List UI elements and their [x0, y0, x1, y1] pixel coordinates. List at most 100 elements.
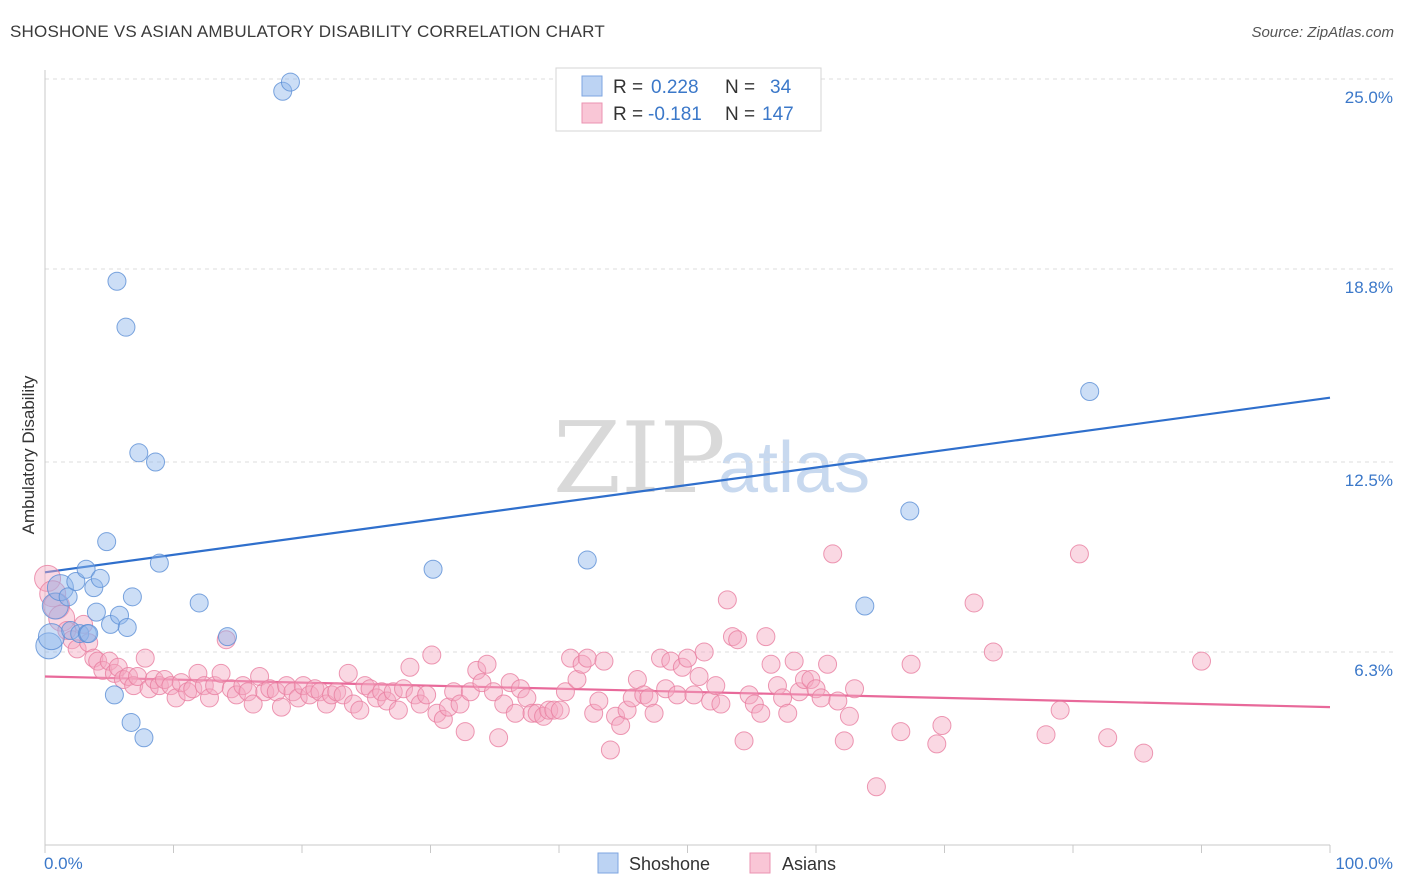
asians-point-22 [149, 676, 169, 696]
y-tick-label-1: 12.5% [1345, 471, 1393, 490]
asians-point-150 [927, 734, 947, 754]
shoshone-point-30 [280, 72, 300, 92]
asians-point-64 [383, 682, 403, 702]
watermark-zip: ZIP [553, 402, 726, 516]
asians-point-133 [767, 676, 787, 696]
asians-point-91 [534, 706, 554, 726]
asians-point-59 [355, 676, 375, 696]
shoshone-point-32 [577, 550, 597, 570]
asians-point-65 [388, 700, 408, 720]
asians-point-73 [433, 709, 453, 729]
asians-point-60 [360, 679, 380, 699]
asians-point-97 [567, 670, 587, 690]
asians-point-15 [113, 670, 133, 690]
shoshone-point-19 [116, 317, 136, 337]
asians-point-36 [226, 685, 246, 705]
asians-point-31 [199, 688, 219, 708]
trend-line-asians [44, 675, 1331, 709]
asians-point-35 [221, 679, 241, 699]
legend-r-value-1: 0.228 [651, 77, 699, 98]
asians-point-29 [188, 663, 208, 683]
data-points [34, 72, 1211, 797]
shoshone-point-35 [1080, 382, 1100, 402]
asians-point-49 [300, 685, 320, 705]
asians-point-26 [171, 673, 191, 693]
shoshone-point-6 [66, 571, 86, 591]
asians-point-158 [1192, 651, 1211, 671]
shoshone-point-11 [84, 578, 104, 598]
asians-point-147 [845, 679, 865, 699]
correlation-legend: R = 0.228 N = 34 R = -0.181 N = 147 [555, 67, 822, 132]
trend-line-shoshone [44, 396, 1331, 574]
asians-point-134 [773, 688, 793, 708]
asians-point-153 [1036, 725, 1056, 745]
asians-point-56 [338, 663, 358, 683]
asians-point-129 [744, 694, 764, 714]
legend-n-value-2: 147 [762, 104, 794, 125]
shoshone-point-13 [90, 568, 110, 588]
asians-point-144 [828, 691, 848, 711]
asians-point-41 [255, 682, 275, 702]
shoshone-point-20 [117, 617, 137, 637]
asians-point-145 [834, 731, 854, 751]
asians-point-92 [539, 700, 559, 720]
asians-point-40 [250, 666, 270, 686]
asians-point-62 [372, 682, 392, 702]
shoshone-point-21 [121, 712, 141, 732]
asians-point-130 [751, 703, 771, 723]
shoshone-point-24 [134, 728, 154, 748]
asians-point-109 [634, 685, 654, 705]
source-label: Source: ZipAtlas.com [1251, 24, 1394, 41]
asians-point-44 [271, 697, 291, 717]
asians-point-127 [734, 731, 754, 751]
shoshone-point-8 [76, 559, 96, 579]
asians-point-113 [656, 679, 676, 699]
asians-point-34 [216, 630, 236, 650]
asians-point-86 [505, 703, 525, 723]
shoshone-point-0 [35, 632, 63, 660]
asians-point-53 [322, 685, 342, 705]
asians-point-38 [238, 682, 258, 702]
shoshone-point-12 [86, 602, 106, 622]
series-legend-swatch-shoshone [597, 852, 619, 874]
asians-point-143 [823, 544, 843, 564]
asians-point-142 [818, 654, 838, 674]
asians-point-103 [600, 740, 620, 760]
asians-point-138 [794, 670, 814, 690]
asians-point-18 [128, 666, 148, 686]
shoshone-point-33 [855, 596, 875, 616]
asians-point-100 [584, 703, 604, 723]
shoshone-point-28 [217, 627, 237, 647]
asians-point-106 [617, 700, 637, 720]
asians-point-37 [233, 676, 253, 696]
grid-lines [45, 78, 1393, 653]
asians-point-99 [577, 648, 597, 668]
axes [44, 70, 1331, 853]
asians-point-7 [74, 614, 94, 634]
asians-point-52 [316, 694, 336, 714]
shoshone-point-14 [97, 532, 117, 552]
asians-point-28 [183, 679, 203, 699]
asians-point-96 [561, 648, 581, 668]
asians-point-21 [144, 670, 164, 690]
asians-point-24 [161, 676, 181, 696]
asians-point-20 [139, 679, 159, 699]
asians-point-82 [483, 682, 503, 702]
shoshone-point-17 [107, 271, 127, 291]
asians-point-88 [517, 688, 537, 708]
shoshone-point-31 [423, 559, 443, 579]
y-tick-label-3: 25.0% [1345, 88, 1393, 107]
asians-point-19 [135, 648, 155, 668]
asians-point-123 [711, 694, 731, 714]
shoshone-point-22 [122, 587, 142, 607]
legend-r-label-2: R = [613, 104, 643, 125]
shoshone-point-18 [110, 605, 130, 625]
series-legend: Shoshone Asians [597, 852, 836, 874]
asians-point-71 [422, 645, 442, 665]
asians-point-63 [377, 691, 397, 711]
asians-point-98 [572, 654, 592, 674]
shoshone-point-1 [37, 623, 65, 651]
asians-point-39 [243, 694, 263, 714]
legend-r-value-2: -0.181 [648, 104, 702, 125]
